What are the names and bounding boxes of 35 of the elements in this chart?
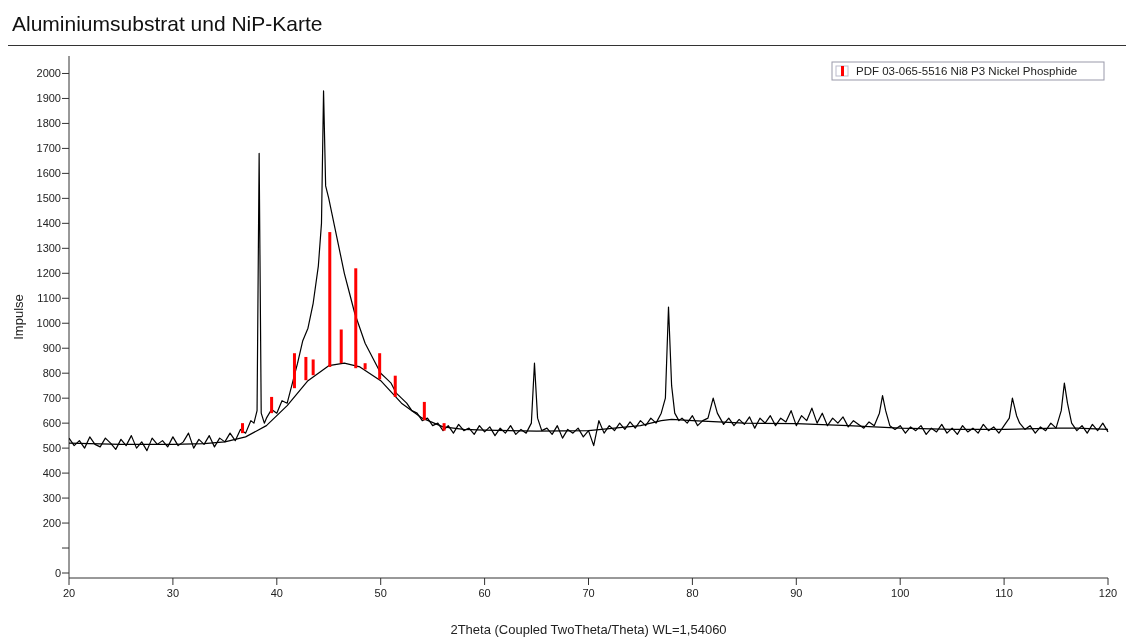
x-tick-label: 80	[686, 587, 699, 599]
x-tick-label: 90	[790, 587, 803, 599]
y-tick-label: 600	[42, 417, 61, 429]
x-tick-label: 70	[582, 587, 595, 599]
y-tick-label: 1000	[36, 317, 61, 330]
y-tick-label: 700	[42, 392, 61, 405]
x-axis-title: 2Theta (Coupled TwoTheta/Theta) WL=1,54060	[450, 622, 727, 637]
y-tick-label: 900	[42, 342, 61, 355]
x-tick-label: 30	[166, 587, 180, 599]
y-tick-label: 1800	[36, 117, 61, 130]
y-tick-label: 300	[42, 491, 61, 504]
x-tick-label: 20	[62, 587, 76, 599]
y-tick-label: 1400	[36, 217, 61, 230]
y-tick-label: 1500	[36, 192, 61, 205]
x-tick-label: 110	[995, 587, 1013, 599]
x-tick-label: 120	[1098, 587, 1118, 599]
y-tick-label: 400	[42, 466, 61, 479]
y-tick-label: 1300	[36, 242, 61, 255]
y-tick-label: 2000	[36, 67, 61, 80]
y-axis-title: Impulse	[11, 294, 26, 340]
y-tick-label: 200	[42, 516, 61, 529]
x-tick-label: 50	[374, 587, 387, 599]
y-tick-label: 500	[42, 441, 61, 454]
y-tick-label: 1700	[36, 142, 61, 155]
y-tick-label: 1900	[36, 92, 61, 105]
y-tick-label: 1200	[36, 267, 61, 280]
x-tick-label: 60	[478, 587, 491, 599]
y-tick-label: 800	[42, 367, 61, 380]
x-tick-label: 100	[891, 587, 910, 599]
chart-title: Aluminiumsubstrat und NiP-Karte	[12, 12, 323, 35]
legend-label: PDF 03-065-5516 Ni8 P3 Nickel Phosphide	[856, 65, 1078, 77]
y-tick-label: 0	[54, 566, 61, 579]
y-tick-label: 1600	[36, 167, 61, 180]
x-tick-label: 40	[270, 587, 283, 599]
y-tick-label: 1100	[37, 292, 61, 305]
